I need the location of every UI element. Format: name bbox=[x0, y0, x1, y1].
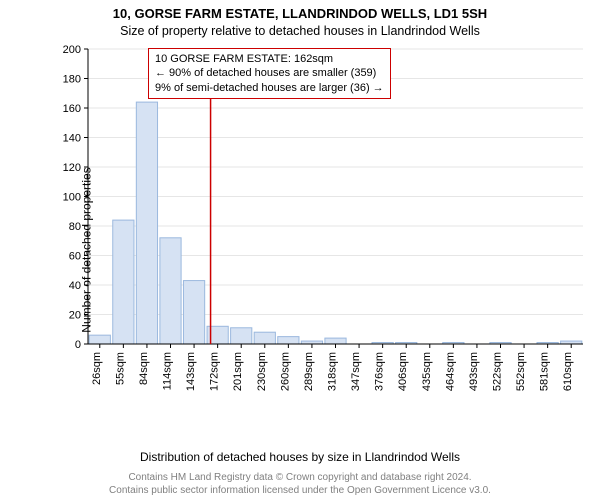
svg-text:20: 20 bbox=[69, 310, 81, 322]
x-tick-label: 172sqm bbox=[209, 352, 221, 391]
histogram-bar bbox=[254, 332, 275, 344]
annotation-line2: ← 90% of detached houses are smaller (35… bbox=[155, 66, 384, 80]
annotation-line1: 10 GORSE FARM ESTATE: 162sqm bbox=[155, 52, 384, 66]
chart-container: 10, GORSE FARM ESTATE, LLANDRINDOD WELLS… bbox=[0, 0, 600, 500]
histogram-bar bbox=[136, 102, 157, 344]
svg-text:180: 180 bbox=[63, 74, 81, 86]
histogram-bar bbox=[160, 238, 181, 344]
x-tick-label: 260sqm bbox=[279, 352, 291, 391]
histogram-bar bbox=[89, 335, 110, 344]
x-tick-label: 347sqm bbox=[350, 352, 362, 391]
plot-area: 0 20 40 60 80 100 120 140 160 180 200 26sqm 55sqm 84s… bbox=[58, 44, 588, 394]
x-axis-label: Distribution of detached houses by size … bbox=[0, 450, 600, 464]
footer-line2: Contains public sector information licen… bbox=[0, 485, 600, 498]
x-tick-label: 610sqm bbox=[562, 352, 574, 391]
svg-text:0: 0 bbox=[75, 339, 81, 351]
x-tick-label: 406sqm bbox=[397, 352, 409, 391]
x-tick-label: 84sqm bbox=[138, 352, 150, 385]
x-tick-label: 289sqm bbox=[303, 352, 315, 391]
svg-text:40: 40 bbox=[69, 280, 81, 292]
x-tick-label: 376sqm bbox=[374, 352, 386, 391]
histogram-bar bbox=[325, 338, 346, 344]
svg-text:200: 200 bbox=[63, 44, 81, 56]
x-tick-label: 201sqm bbox=[232, 352, 244, 391]
svg-text:120: 120 bbox=[63, 162, 81, 174]
svg-text:80: 80 bbox=[69, 221, 81, 233]
x-tick-label: 55sqm bbox=[114, 352, 126, 385]
x-tick-label: 114sqm bbox=[162, 352, 174, 390]
histogram-bar bbox=[183, 281, 204, 344]
svg-text:100: 100 bbox=[63, 192, 81, 204]
x-tick-label: 143sqm bbox=[185, 352, 197, 391]
svg-text:60: 60 bbox=[69, 251, 81, 263]
x-tick-label: 522sqm bbox=[492, 352, 504, 391]
x-tick-label: 435sqm bbox=[421, 352, 433, 391]
annotation-line3: 9% of semi-detached houses are larger (3… bbox=[155, 81, 384, 95]
x-tick-label: 552sqm bbox=[515, 352, 527, 391]
x-tick-label: 230sqm bbox=[256, 352, 268, 391]
footer-attribution: Contains HM Land Registry data © Crown c… bbox=[0, 472, 600, 497]
x-tick-label: 26sqm bbox=[91, 352, 103, 385]
x-tick-label: 464sqm bbox=[444, 352, 456, 391]
annotation-box: 10 GORSE FARM ESTATE: 162sqm ← 90% of de… bbox=[148, 48, 391, 99]
chart-title-address: 10, GORSE FARM ESTATE, LLANDRINDOD WELLS… bbox=[0, 6, 600, 21]
svg-text:160: 160 bbox=[63, 103, 81, 115]
svg-text:140: 140 bbox=[63, 133, 81, 145]
x-tick-label: 493sqm bbox=[468, 352, 480, 391]
x-tick-label: 318sqm bbox=[327, 352, 339, 391]
histogram-bar bbox=[278, 337, 299, 344]
histogram-bar bbox=[113, 220, 134, 344]
footer-line1: Contains HM Land Registry data © Crown c… bbox=[0, 472, 600, 485]
x-tick-label: 581sqm bbox=[539, 352, 551, 391]
chart-subtitle: Size of property relative to detached ho… bbox=[0, 24, 600, 38]
histogram-bar bbox=[231, 328, 252, 344]
